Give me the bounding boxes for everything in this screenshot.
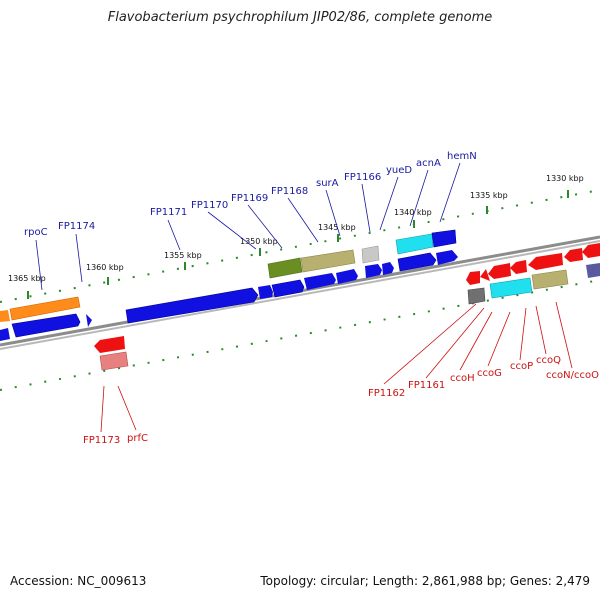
- kbp-label: 1355 kbp: [164, 251, 202, 260]
- gene-label-FP1166: FP1166: [344, 172, 381, 183]
- gene-arrow[interactable]: [436, 250, 458, 265]
- gene-label-FP1162: FP1162: [368, 388, 405, 399]
- gene-rpoC[interactable]: [9, 296, 81, 321]
- gene-ccoQ[interactable]: [564, 248, 583, 262]
- gene-block[interactable]: [489, 277, 533, 299]
- kbp-label: 1360 kbp: [86, 263, 124, 272]
- gene-FP1168[interactable]: [300, 249, 356, 273]
- gene-label-acnA: acnA: [416, 158, 441, 169]
- gene-ccoP[interactable]: [528, 253, 563, 270]
- gene-arrow[interactable]: [382, 262, 394, 275]
- gene-block[interactable]: [531, 269, 569, 290]
- gene-lane-bottom-inner: [94, 243, 600, 353]
- gene-FP1173[interactable]: [94, 336, 125, 353]
- gene-lane-top-inner: [0, 250, 458, 341]
- kbp-label: 1365 kbp: [8, 274, 46, 283]
- gene-label-FP1168: FP1168: [271, 186, 308, 197]
- gene-label-FP1161: FP1161: [408, 380, 445, 391]
- gene-arrow[interactable]: [86, 314, 92, 327]
- genome-summary-text: Topology: circular; Length: 2,861,988 bp…: [260, 574, 590, 588]
- gene-label-yueD: yueD: [386, 165, 412, 176]
- gene-arrow[interactable]: [304, 273, 336, 290]
- gene-label-hemN: hemN: [447, 151, 477, 162]
- gene-arrow[interactable]: [258, 285, 273, 299]
- gene-label-FP1169: FP1169: [231, 193, 268, 204]
- gene-block[interactable]: [467, 287, 486, 305]
- gene-ccoG[interactable]: [510, 260, 527, 274]
- gene-lane-top-outer: [0, 229, 457, 322]
- gene-FP1170[interactable]: [271, 279, 305, 298]
- gene-label-surA: surA: [316, 178, 339, 189]
- tick-row-bottom: [0, 279, 600, 391]
- accession-text: Accession: NC_009613: [10, 574, 147, 588]
- gene-FP1174[interactable]: [11, 313, 81, 338]
- gene-FP1171[interactable]: [125, 287, 259, 324]
- kbp-label: 1340 kbp: [394, 208, 432, 217]
- gene-label-rpoC: rpoC: [24, 227, 48, 238]
- gene-FP1161[interactable]: [480, 269, 490, 281]
- bottom-leader-lines: [100, 301, 573, 433]
- gene-FP1162[interactable]: [466, 271, 480, 285]
- kbp-label: 1345 kbp: [318, 223, 356, 232]
- top-leader-lines: [35, 162, 461, 291]
- gene-arrow[interactable]: [336, 269, 358, 284]
- gene-block[interactable]: [0, 310, 10, 322]
- gene-label-ccoP: ccoP: [510, 361, 533, 372]
- gene-label-FP1173: FP1173: [83, 435, 120, 446]
- genome-backbone-shadow: [0, 240, 600, 350]
- gene-label-FP1174: FP1174: [58, 221, 95, 232]
- gene-label-ccoNO: ccoN/ccoO: [546, 370, 599, 381]
- gene-hemN[interactable]: [431, 229, 457, 248]
- kbp-label: 1335 kbp: [470, 191, 508, 200]
- gene-label-FP1170: FP1170: [191, 200, 228, 211]
- gene-surA[interactable]: [361, 245, 380, 264]
- gene-FP1169[interactable]: [267, 257, 303, 279]
- gene-yueD[interactable]: [395, 233, 434, 255]
- kbp-label: 1350 kbp: [240, 237, 278, 246]
- gene-block[interactable]: [586, 263, 600, 278]
- gene-prfC[interactable]: [99, 351, 129, 371]
- gene-arrow[interactable]: [0, 328, 10, 341]
- gene-label-prfC: prfC: [127, 433, 148, 444]
- gene-ccoNO[interactable]: [582, 243, 600, 258]
- map-title: Flavobacterium psychrophilum JIP02/86, c…: [107, 10, 493, 25]
- gene-label-ccoG: ccoG: [477, 368, 502, 379]
- gene-ccoH[interactable]: [488, 263, 511, 279]
- gene-label-FP1171: FP1171: [150, 207, 187, 218]
- gene-label-ccoQ: ccoQ: [536, 355, 561, 366]
- gene-lane-bottom-outer: [99, 263, 600, 371]
- gene-FP1166[interactable]: [365, 264, 382, 278]
- kbp-label: 1330 kbp: [546, 174, 584, 183]
- gene-label-ccoH: ccoH: [450, 373, 475, 384]
- gene-acnA[interactable]: [397, 252, 437, 272]
